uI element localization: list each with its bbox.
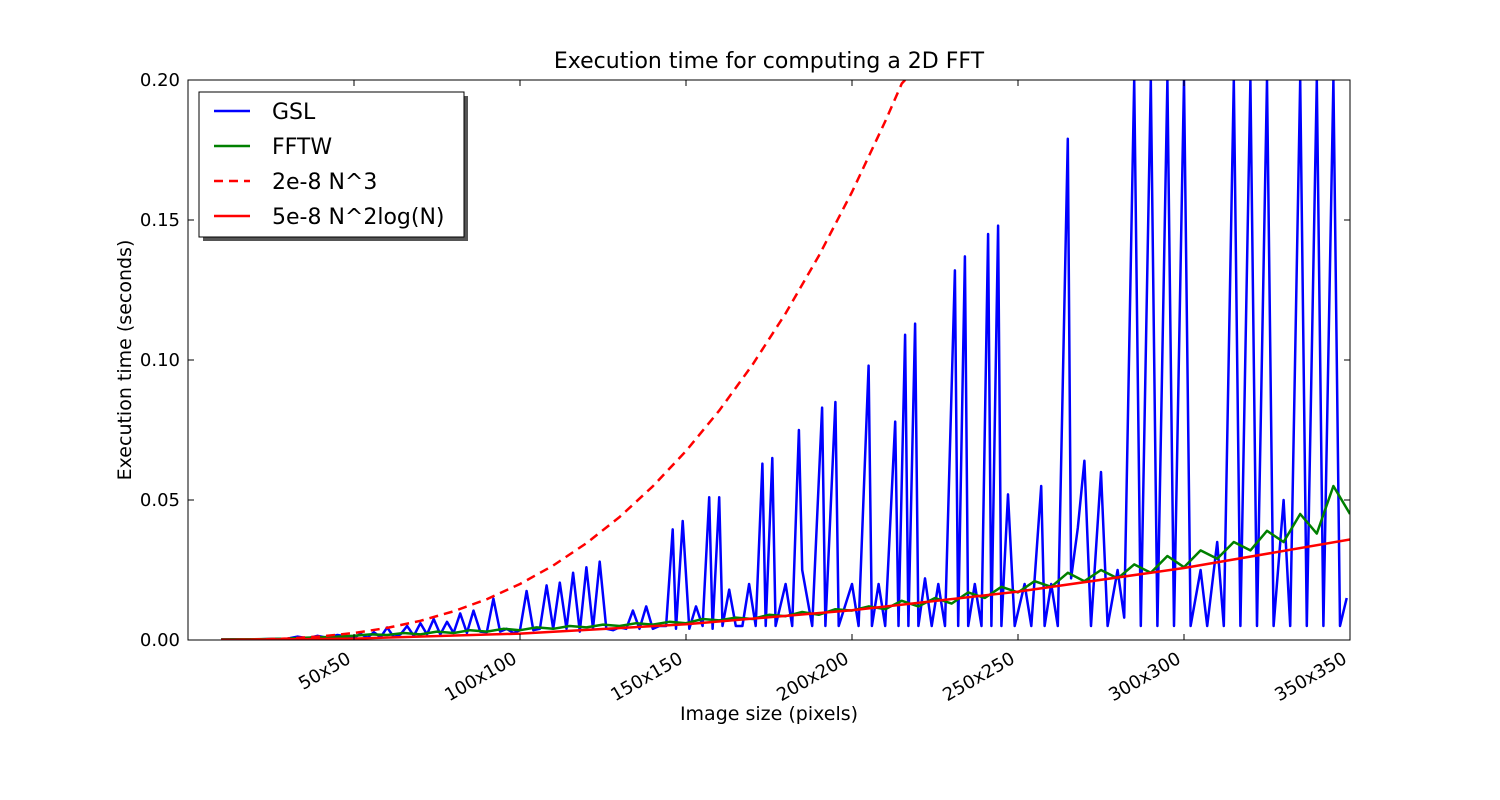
y-tick-label: 0.20 — [140, 70, 180, 91]
legend-label-5e-8-n-2log-n: 5e-8 N^2log(N) — [272, 205, 445, 230]
x-tick-label: 300x300 — [1105, 648, 1184, 706]
x-tick-label: 350x350 — [1271, 648, 1350, 706]
chart-title: Execution time for computing a 2D FFT — [554, 49, 985, 74]
x-tick-label: 100x100 — [441, 648, 520, 706]
legend: GSL FFTW 2e-8 N^3 5e-8 N^2log(N) — [198, 91, 468, 241]
x-tick-label: 200x200 — [773, 648, 852, 706]
y-tick-label: 0.00 — [140, 630, 180, 651]
y-axis-label: Execution time (seconds) — [114, 240, 136, 481]
legend-label-2e-8-n-3: 2e-8 N^3 — [272, 170, 377, 195]
y-tick-label: 0.10 — [140, 350, 180, 371]
legend-box — [198, 91, 465, 238]
series-layer — [221, 80, 1350, 640]
series-line-fftw — [221, 484, 1350, 640]
x-tick-label: 250x250 — [939, 648, 1018, 706]
legend-items: GSL FFTW 2e-8 N^3 5e-8 N^2log(N) — [214, 100, 445, 230]
x-tick-label: 150x150 — [607, 648, 686, 706]
x-axis-label: Image size (pixels) — [680, 703, 858, 725]
y-tick-label: 0.05 — [140, 490, 180, 511]
legend-label-gsl: GSL — [272, 100, 316, 125]
series-line-5e-8-n-2log-n — [221, 538, 1350, 640]
x-tick-label: 50x50 — [295, 648, 354, 694]
y-tick-label: 0.15 — [140, 210, 180, 231]
series-line-gsl — [221, 80, 1348, 640]
legend-label-fftw: FFTW — [272, 135, 332, 160]
series-line-2e-8-n-3 — [221, 80, 907, 640]
